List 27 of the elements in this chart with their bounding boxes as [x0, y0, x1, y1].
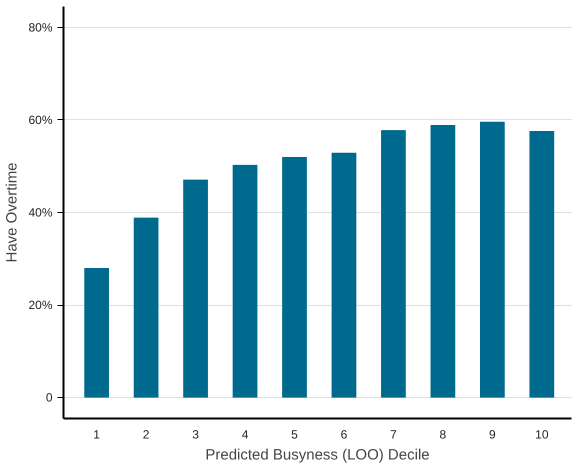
bar [381, 130, 406, 398]
x-axis-title: Predicted Busyness (LOO) Decile [205, 446, 430, 464]
x-tick-label: 8 [440, 428, 447, 442]
bar [480, 122, 505, 398]
bar [183, 180, 208, 398]
bar [84, 268, 110, 398]
x-tick-label: 7 [390, 428, 398, 442]
y-tick-label: 40% [28, 206, 53, 220]
bar [232, 164, 258, 398]
x-tick-label: 10 [535, 428, 549, 442]
x-tick-label: 5 [291, 428, 298, 442]
y-tick-label: 80% [28, 20, 53, 34]
bar [529, 131, 554, 398]
y-tick-label: 0 [46, 390, 53, 405]
x-tick-label: 2 [142, 428, 150, 442]
x-tick-label: 4 [242, 428, 249, 442]
bar [134, 218, 158, 398]
bar [430, 125, 456, 398]
y-axis-title: Have Overtime [3, 162, 20, 263]
bar [332, 152, 356, 398]
x-tick-label: 9 [489, 428, 496, 442]
x-tick-label: 3 [192, 428, 200, 442]
x-tick-label: 6 [340, 428, 348, 442]
bar [282, 156, 307, 398]
y-tick-label: 60% [28, 112, 53, 127]
y-tick-label: 20% [28, 298, 53, 312]
x-tick-label: 1 [93, 428, 100, 442]
